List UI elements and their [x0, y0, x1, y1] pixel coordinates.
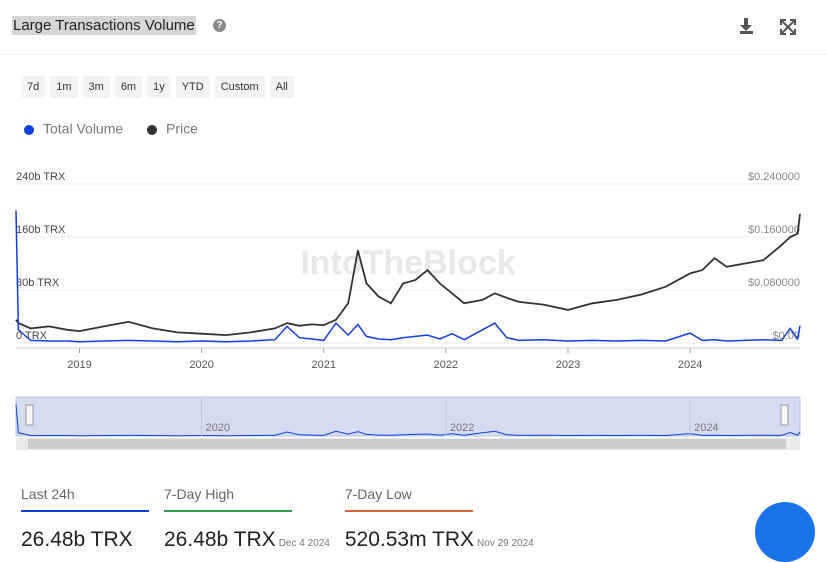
range-button[interactable]: Custom [214, 76, 265, 98]
x-tick-label: 2020 [189, 359, 213, 371]
navigator-handle[interactable] [780, 404, 789, 426]
range-button[interactable]: 3m [82, 76, 110, 98]
navigator-window[interactable] [15, 396, 801, 437]
x-tick-label: 2019 [67, 359, 91, 371]
stat-label: 7-Day High [164, 486, 292, 512]
y2-tick-label: $0.160000 [748, 224, 800, 236]
stat-label: 7-Day Low [344, 486, 473, 512]
stat: Last 24h 26.48b TRX [21, 486, 149, 552]
legend-marker [24, 125, 34, 135]
stat-date: Dec 4 2024 [278, 538, 330, 549]
x-tick-label: 2023 [556, 359, 580, 371]
series-line [15, 213, 801, 337]
y-tick-label: 0 TRX [16, 330, 48, 342]
range-button[interactable]: YTD [175, 76, 210, 98]
x-tick-label: 2021 [311, 359, 335, 371]
stat-label: Last 24h [21, 486, 149, 512]
stat: 7-Day Low 520.53m TRX Nov 29 2024 [344, 486, 534, 552]
range-button[interactable]: 6m [114, 76, 143, 98]
stat-value: 520.53m TRX Nov 29 2024 [344, 528, 534, 551]
y-tick-label: 80b TRX [16, 277, 60, 289]
legend-marker [147, 125, 157, 135]
range-button[interactable]: All [269, 76, 294, 98]
x-tick-label: 2024 [678, 359, 702, 371]
range-button[interactable]: 1m [50, 76, 78, 98]
y2-tick-label: $0.080000 [748, 277, 800, 289]
range-button[interactable]: 1y [147, 76, 171, 98]
fullscreen-icon[interactable] [780, 19, 796, 35]
legend-label: Total Volume [43, 121, 123, 137]
page-title: Large Transactions Volume [12, 16, 196, 35]
series-line [15, 210, 801, 343]
y2-tick-label: $0.240000 [748, 171, 800, 183]
chat-button[interactable] [755, 502, 815, 562]
watermark: IntoTheBlock [300, 244, 515, 282]
navigator-tick-label: 2024 [694, 422, 718, 434]
x-tick-label: 2022 [434, 359, 458, 371]
range-buttons: 7d 1m 3m 6m 1y YTD Custom All [21, 76, 294, 98]
y-tick-label: 240b TRX [16, 171, 66, 183]
navigator-handle[interactable] [25, 404, 34, 426]
stat-date: Nov 29 2024 [477, 538, 534, 549]
navigator-tick-label: 2022 [450, 422, 474, 434]
navigator-line [15, 404, 801, 437]
divider [0, 54, 827, 55]
stat-value: 26.48b TRX [21, 528, 133, 551]
download-icon[interactable] [740, 18, 753, 34]
stats: Last 24h 26.48b TRX 7-Day High 26.48b TRX De… [21, 486, 549, 552]
y-tick-label: 160b TRX [16, 224, 66, 236]
stat: 7-Day High 26.48b TRX Dec 4 2024 [164, 486, 330, 552]
help-icon[interactable]: ? [213, 19, 226, 32]
range-button[interactable]: 7d [21, 76, 46, 98]
stat-value: 26.48b TRX Dec 4 2024 [164, 528, 330, 551]
scrollbar-thumb[interactable] [28, 439, 786, 449]
legend-label: Price [166, 121, 198, 137]
navigator-tick-label: 2020 [206, 422, 230, 434]
